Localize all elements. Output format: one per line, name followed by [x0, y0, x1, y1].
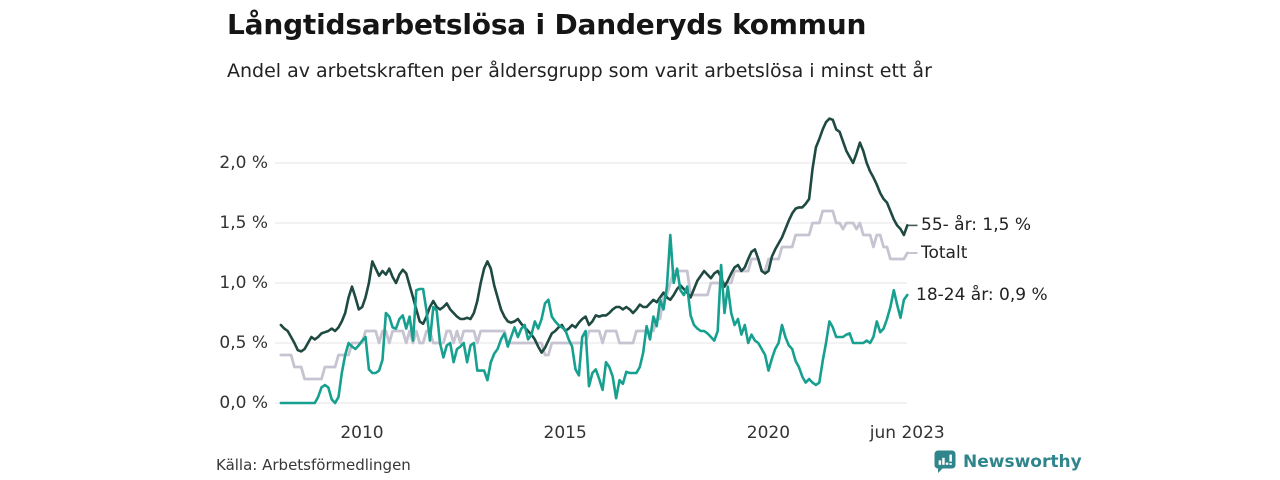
series-line-55-r [279, 117, 909, 354]
source-note: Källa: Arbetsförmedlingen [216, 456, 411, 474]
x-tick-label: 2015 [543, 423, 587, 443]
chart-subtitle: Andel av arbetskraften per åldersgrupp s… [227, 60, 932, 82]
y-tick-label: 1,5 % [219, 213, 268, 233]
y-tick-label: 0,5 % [219, 333, 268, 353]
series-line-totalt [279, 209, 909, 381]
x-tick-label: 2020 [746, 423, 791, 443]
brand-name: Newsworthy [963, 451, 1082, 472]
page-title: Långtidsarbetslösa i Danderyds kommun [227, 8, 867, 41]
x-tick-label: jun 2023 [869, 423, 945, 443]
y-tick-label: 0,0 % [219, 393, 268, 413]
series-line-18-24-r [279, 233, 909, 405]
series-label-totalt: Totalt [921, 243, 968, 263]
series-label-55-ar: 55- år: 1,5 % [921, 215, 1032, 236]
newsworthy-icon [934, 450, 956, 473]
brand-logo: Newsworthy [934, 450, 1082, 473]
y-tick-label: 2,0 % [219, 153, 268, 173]
y-tick-label: 1,0 % [219, 273, 268, 293]
x-tick-label: 2010 [340, 423, 384, 443]
series-label-18-24-ar: 18-24 år: 0,9 % [916, 285, 1048, 305]
